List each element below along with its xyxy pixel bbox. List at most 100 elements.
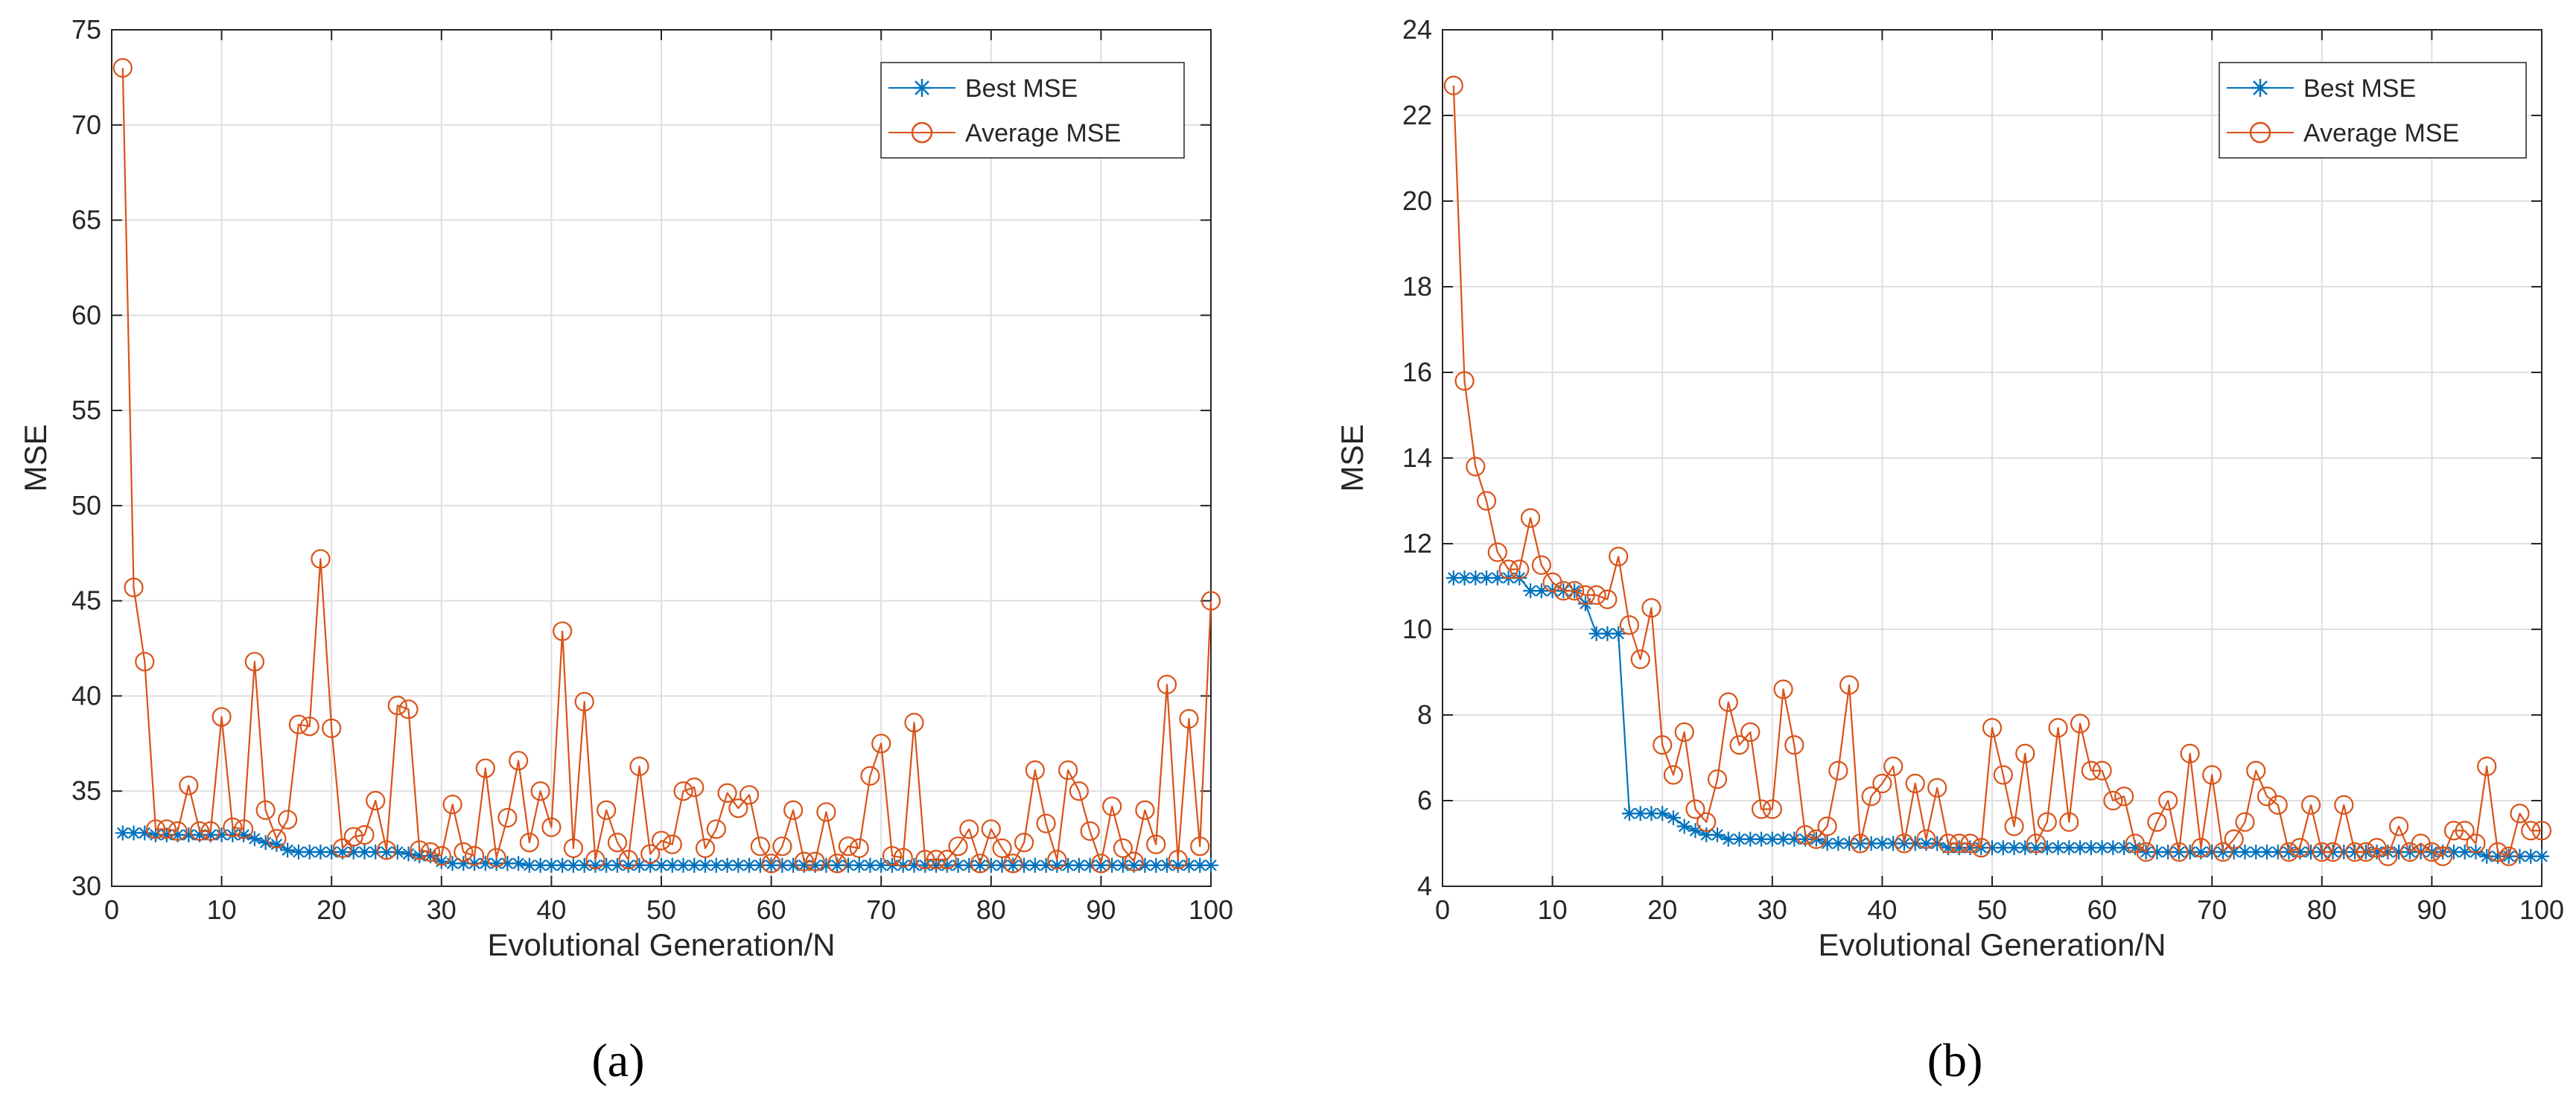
- point-average-mse-b-7: [1520, 508, 1541, 528]
- point-average-mse-a-89: [1091, 854, 1111, 874]
- point-best-mse-a-16: [290, 845, 306, 859]
- point-average-mse-a-81: [1003, 854, 1023, 874]
- point-average-mse-a-97: [1179, 709, 1199, 729]
- point-average-mse-b-47: [1960, 833, 1980, 854]
- y-tick-label-b-6: 16: [1402, 357, 1432, 387]
- y-tick-label-b-10: 24: [1402, 14, 1432, 45]
- point-best-mse-b-57: [2073, 840, 2088, 856]
- x-tick-label-b-0: 0: [1435, 894, 1450, 925]
- point-best-mse-b-22: [1688, 823, 1703, 839]
- y-tick-label-b-2: 8: [1417, 699, 1432, 730]
- point-average-mse-a-43: [585, 850, 605, 870]
- point-average-mse-a-99: [1200, 591, 1221, 611]
- axis-ticks-a: 0 10 20 30 40 50 60 70 80 90 100 30 35 40 45 50 55 60 65 70…: [71, 14, 1233, 925]
- point-average-mse-b-76: [2279, 842, 2299, 862]
- x-tick-label-a-3: 30: [427, 894, 457, 925]
- point-best-mse-b-0: [1446, 570, 1461, 585]
- point-average-mse-a-0: [112, 58, 133, 78]
- point-average-mse-a-91: [1113, 838, 1133, 858]
- point-average-mse-a-35: [497, 807, 518, 828]
- point-average-mse-a-70: [882, 846, 903, 866]
- point-average-mse-a-11: [234, 819, 254, 839]
- x-tick-label-b-6: 60: [2087, 894, 2117, 925]
- point-average-mse-b-79: [2312, 842, 2332, 862]
- x-tick-label-a-6: 60: [757, 894, 786, 925]
- point-average-mse-a-9: [212, 707, 232, 727]
- point-average-mse-b-49: [1982, 718, 2003, 738]
- point-average-mse-a-7: [189, 821, 210, 841]
- point-average-mse-a-55: [717, 783, 737, 803]
- point-average-mse-b-85: [2378, 846, 2398, 866]
- x-tick-label-a-1: 10: [207, 894, 237, 925]
- point-best-mse-a-2: [137, 825, 153, 841]
- point-average-mse-a-68: [860, 766, 880, 786]
- y-axis-label-b: MSE: [1335, 424, 1370, 492]
- point-average-mse-b-99: [2531, 821, 2552, 841]
- point-average-mse-a-31: [454, 842, 474, 862]
- point-average-mse-b-16: [1619, 615, 1640, 635]
- x-tick-label-b-5: 50: [1977, 894, 2007, 925]
- point-average-mse-a-88: [1080, 821, 1100, 841]
- x-axis-label-b: Evolutional Generation/N: [1819, 927, 2166, 962]
- point-average-mse-a-61: [783, 800, 804, 820]
- point-average-mse-b-4: [1487, 542, 1507, 562]
- point-average-mse-a-33: [475, 758, 495, 778]
- x-tick-label-b-8: 80: [2307, 894, 2337, 925]
- point-best-mse-a-68: [862, 857, 878, 873]
- y-tick-label-a-1: 35: [71, 775, 101, 806]
- point-average-mse-b-0: [1443, 75, 1463, 95]
- y-tick-label-a-7: 65: [71, 205, 101, 235]
- point-average-mse-b-82: [2344, 842, 2365, 862]
- point-average-mse-b-60: [2103, 790, 2123, 811]
- point-average-mse-b-38: [1861, 786, 1881, 807]
- point-best-mse-a-6: [181, 827, 197, 842]
- point-average-mse-b-40: [1883, 756, 1904, 777]
- point-best-mse-b-20: [1665, 810, 1681, 825]
- panel-label-b: (b): [1927, 1034, 1983, 1087]
- point-best-mse-a-26: [401, 846, 416, 862]
- point-average-mse-a-63: [805, 851, 825, 871]
- point-best-mse-b-24: [1710, 827, 1725, 842]
- point-average-mse-a-42: [574, 692, 594, 712]
- point-best-mse-a-40: [555, 857, 570, 873]
- point-average-mse-b-12: [1575, 585, 1595, 605]
- point-average-mse-a-58: [750, 836, 770, 856]
- point-average-mse-a-2: [135, 652, 155, 672]
- point-average-mse-b-50: [1993, 765, 2013, 785]
- point-average-mse-b-5: [1498, 559, 1518, 579]
- point-average-mse-a-52: [684, 778, 705, 798]
- point-average-mse-a-39: [541, 817, 562, 837]
- x-tick-label-a-8: 80: [976, 894, 1006, 925]
- point-average-mse-b-54: [2037, 812, 2057, 832]
- y-tick-label-a-0: 30: [71, 871, 101, 901]
- point-average-mse-a-84: [1036, 813, 1056, 833]
- point-average-mse-b-41: [1894, 833, 1915, 854]
- point-average-mse-b-30: [1773, 679, 1793, 699]
- point-average-mse-a-21: [343, 827, 363, 847]
- point-average-mse-b-70: [2213, 842, 2233, 862]
- point-average-mse-b-92: [2455, 821, 2475, 841]
- point-average-mse-a-85: [1047, 850, 1067, 870]
- point-best-mse-a-56: [731, 857, 746, 873]
- point-average-mse-a-15: [278, 810, 298, 830]
- point-average-mse-a-78: [970, 854, 990, 874]
- point-average-mse-a-62: [794, 851, 814, 871]
- point-average-mse-b-61: [2114, 786, 2134, 807]
- legend-marker-avg-b: [2249, 121, 2271, 144]
- point-best-mse-b-44: [1930, 836, 1945, 851]
- point-average-mse-a-18: [311, 549, 331, 569]
- y-tick-label-a-5: 55: [71, 395, 101, 425]
- legend-marker-best-a: [913, 79, 931, 97]
- chart-a: 0 10 20 30 40 50 60 70 80 90 100 30 35 40 45 50 55 60 65 70…: [18, 14, 1233, 1087]
- point-average-mse-a-76: [948, 836, 968, 856]
- point-average-mse-b-51: [2004, 816, 2024, 836]
- point-best-mse-b-14: [1600, 626, 1615, 641]
- point-best-mse-b-99: [2534, 848, 2549, 864]
- point-average-mse-a-69: [871, 734, 891, 754]
- point-average-mse-b-27: [1740, 722, 1761, 743]
- y-tick-label-b-5: 14: [1402, 442, 1432, 473]
- point-average-mse-a-74: [926, 850, 947, 870]
- point-average-mse-a-13: [255, 800, 276, 820]
- point-average-mse-b-52: [2015, 743, 2035, 763]
- point-average-mse-b-8: [1531, 555, 1551, 575]
